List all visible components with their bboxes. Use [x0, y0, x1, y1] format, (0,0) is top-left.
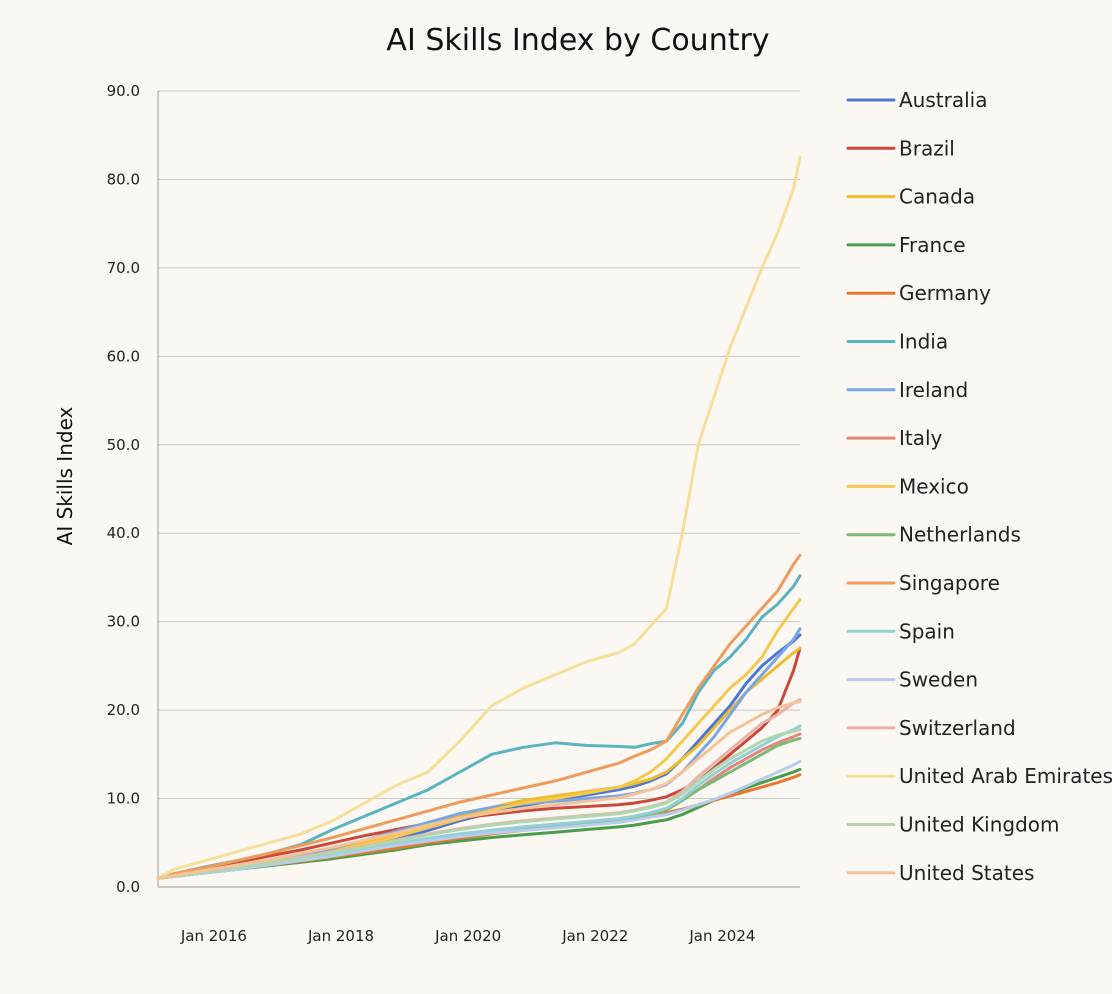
y-tick-label: 60.0 — [107, 347, 140, 365]
legend-item-sweden[interactable]: Sweden — [846, 668, 978, 692]
legend-item-ireland[interactable]: Ireland — [846, 378, 968, 402]
y-tick-label: 80.0 — [107, 170, 140, 188]
series-line-sweden — [156, 759, 802, 880]
legend-label: Sweden — [899, 668, 978, 692]
x-tick-label: Jan 2018 — [307, 927, 374, 945]
legend[interactable]: Australia Brazil Canada France Germany India I… — [846, 88, 1112, 885]
legend-item-united-states[interactable]: United States — [846, 861, 1034, 885]
legend-label: Ireland — [899, 378, 968, 402]
x-ticks: Jan 2016 Jan 2018 Jan 2020 Jan 2022 Jan 2024 — [180, 927, 756, 945]
legend-item-italy[interactable]: Italy — [846, 426, 943, 450]
legend-item-singapore[interactable]: Singapore — [846, 571, 1000, 595]
legend-label: Mexico — [899, 474, 969, 498]
series-line-brazil — [156, 646, 802, 880]
x-tick-label: Jan 2024 — [688, 927, 755, 945]
y-tick-label: 50.0 — [107, 436, 140, 454]
series-line-singapore — [156, 553, 802, 880]
axes — [157, 91, 800, 888]
legend-item-france[interactable]: France — [846, 233, 966, 257]
legend-item-germany[interactable]: Germany — [846, 281, 991, 305]
chart-title: AI Skills Index by Country — [386, 23, 769, 58]
y-ticks: 0.0 10.0 20.0 30.0 40.0 50.0 60.0 70.0 80.0 90.0 — [107, 82, 140, 896]
legend-label: Singapore — [899, 571, 1000, 595]
legend-item-australia[interactable]: Australia — [846, 88, 987, 112]
series-lines — [156, 155, 802, 880]
legend-item-brazil[interactable]: Brazil — [846, 136, 955, 160]
x-tick-label: Jan 2022 — [561, 927, 628, 945]
x-tick-label: Jan 2016 — [180, 927, 247, 945]
legend-item-switzerland[interactable]: Switzerland — [846, 716, 1016, 740]
legend-label: Switzerland — [899, 716, 1016, 740]
legend-label: Canada — [899, 185, 975, 209]
legend-label: United Arab Emirates — [899, 764, 1112, 788]
series-line-united-arab-emirates — [156, 155, 802, 880]
legend-label: India — [899, 330, 948, 354]
legend-label: United States — [899, 861, 1034, 885]
legend-item-netherlands[interactable]: Netherlands — [846, 523, 1021, 547]
legend-item-united-kingdom[interactable]: United Kingdom — [846, 813, 1060, 837]
legend-item-mexico[interactable]: Mexico — [846, 474, 969, 498]
y-tick-label: 40.0 — [107, 524, 140, 542]
series-line-united-states — [156, 699, 802, 880]
grid — [158, 90, 800, 800]
legend-label: Spain — [899, 619, 955, 643]
legend-item-united-arab-emirates[interactable]: United Arab Emirates — [846, 764, 1112, 788]
series-line-australia — [156, 633, 802, 880]
series-line-united-kingdom — [156, 728, 802, 880]
legend-label: France — [899, 233, 966, 257]
legend-label: Netherlands — [899, 523, 1021, 547]
legend-item-spain[interactable]: Spain — [846, 619, 955, 643]
y-tick-label: 90.0 — [107, 82, 140, 100]
legend-item-india[interactable]: India — [846, 330, 948, 354]
legend-label: Italy — [899, 426, 943, 450]
x-tick-label: Jan 2020 — [434, 927, 501, 945]
series-line-switzerland — [156, 698, 802, 880]
y-tick-label: 20.0 — [107, 701, 140, 719]
y-axis-label: AI Skills Index — [53, 406, 77, 545]
legend-label: Brazil — [899, 136, 955, 160]
legend-label: Australia — [899, 88, 987, 112]
y-tick-label: 10.0 — [107, 790, 140, 808]
legend-label: Germany — [899, 281, 991, 305]
legend-item-canada[interactable]: Canada — [846, 185, 975, 209]
y-tick-label: 70.0 — [107, 259, 140, 277]
y-tick-label: 30.0 — [107, 613, 140, 631]
legend-label: United Kingdom — [899, 813, 1060, 837]
y-tick-label: 0.0 — [116, 878, 140, 896]
